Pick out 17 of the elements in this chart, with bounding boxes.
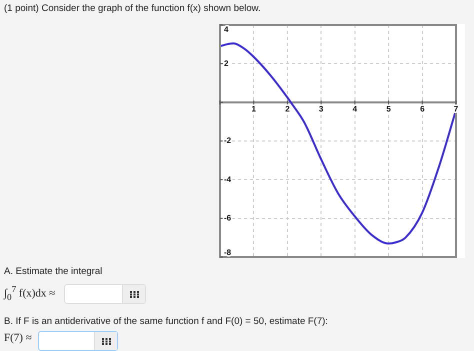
x-tick-label: 5 bbox=[386, 104, 392, 114]
y-tick-label: -8 bbox=[224, 248, 232, 258]
y-tick-label: 2 bbox=[224, 58, 229, 68]
text: B. If F is an antiderivative of the same function f and F(0) = 50, estimate F(7): bbox=[4, 316, 328, 327]
x-tick-label: 6 bbox=[420, 104, 426, 114]
text: F(7) ≈ bbox=[4, 332, 32, 344]
x-tick-label: 1 bbox=[251, 104, 256, 114]
x-tick-label: 4 bbox=[352, 104, 358, 114]
y-tick-label: -4 bbox=[224, 174, 232, 184]
text: (1 point) Consider the graph of the function f(x) shown below. bbox=[4, 3, 261, 14]
x-tick-label: 2 bbox=[285, 104, 290, 114]
y-tick-label: 4 bbox=[224, 25, 229, 34]
y-tick-label: -2 bbox=[224, 136, 232, 146]
y-tick-label: -6 bbox=[224, 214, 232, 223]
x-tick-label: 3 bbox=[318, 104, 324, 114]
text: A. Estimate the integral bbox=[4, 266, 102, 277]
text: ∫$_{0}$$^{7}$ f(x)dx ≈ bbox=[4, 284, 56, 302]
